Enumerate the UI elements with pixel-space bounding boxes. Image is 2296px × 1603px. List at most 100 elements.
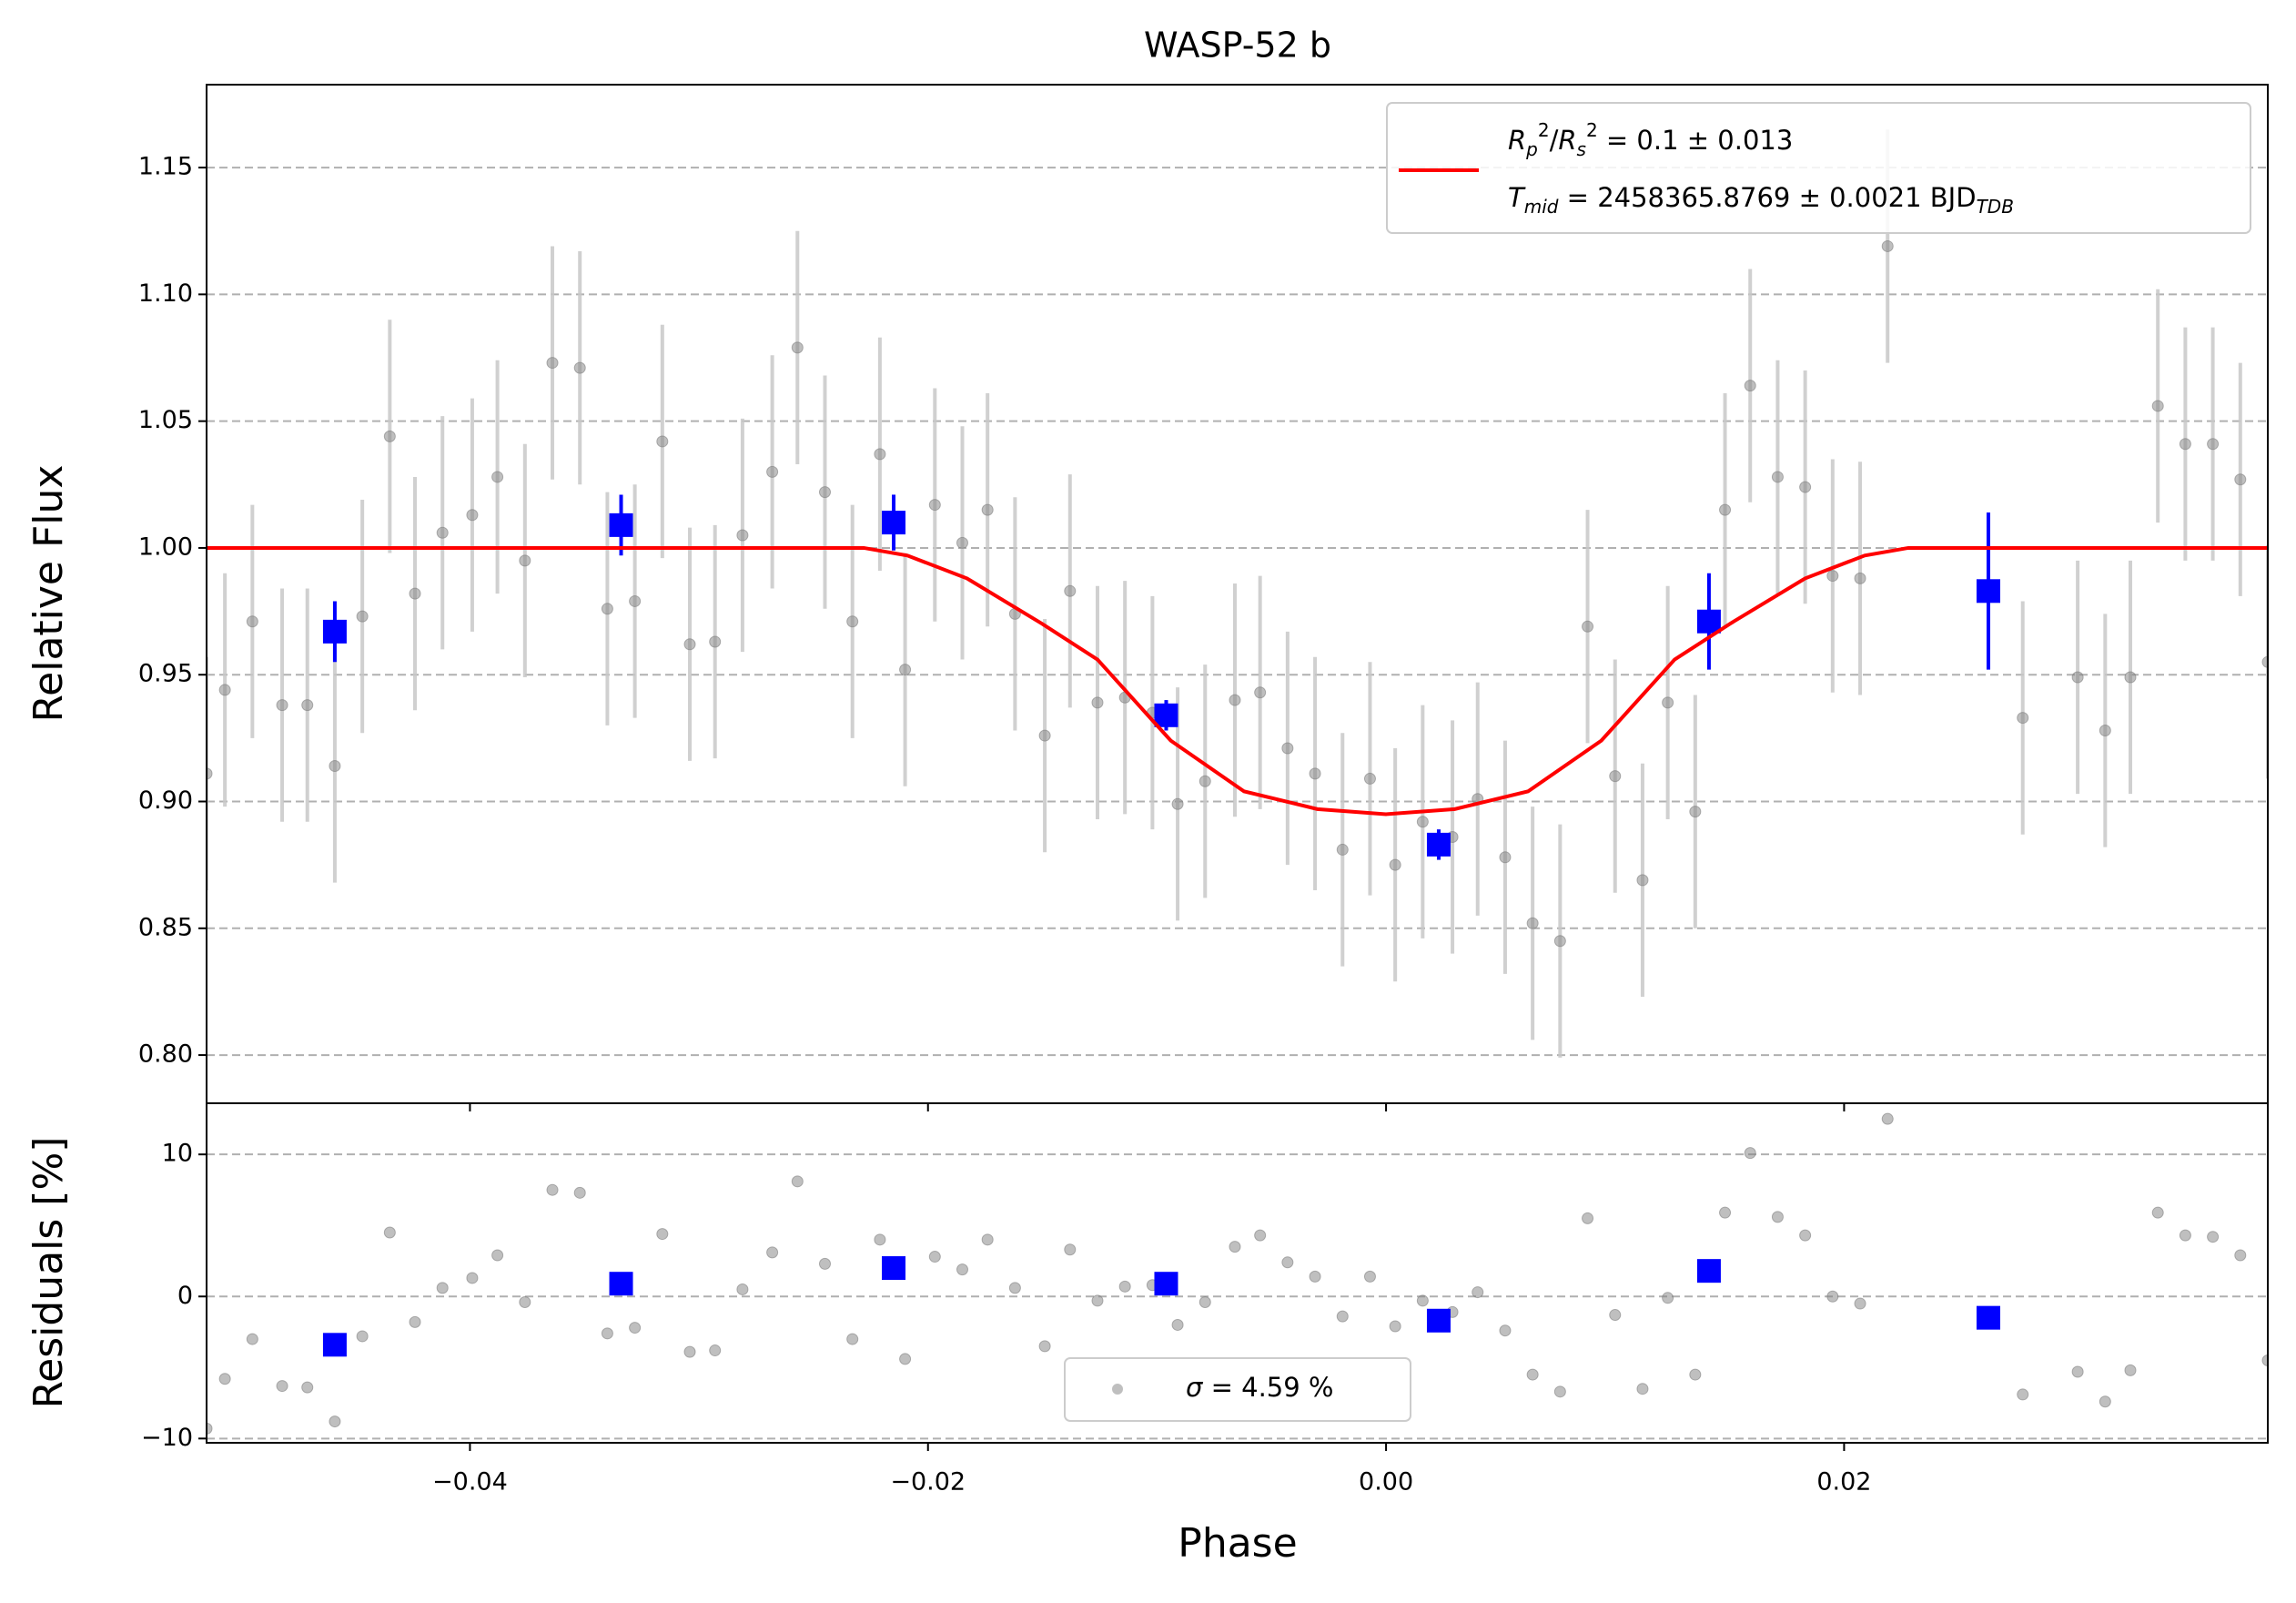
- data-point: [573, 1186, 586, 1199]
- data-point: [1336, 843, 1349, 856]
- y-axis-label: Residuals [%]: [25, 1137, 72, 1409]
- data-point: [436, 1282, 449, 1294]
- data-point: [329, 1415, 341, 1428]
- data-point: [1472, 1286, 1484, 1299]
- binned-point: [1154, 703, 1178, 727]
- data-point: [2017, 712, 2029, 725]
- data-point: [846, 615, 859, 628]
- data-point: [329, 760, 341, 773]
- y-tick-label: 0.90: [138, 786, 193, 815]
- data-point: [766, 1246, 779, 1259]
- data-point: [246, 1333, 258, 1345]
- data-point: [1008, 1282, 1021, 1294]
- y-tick-label: 0.95: [138, 660, 193, 688]
- data-point: [2151, 400, 2164, 412]
- data-point: [766, 465, 779, 478]
- data-point: [383, 1226, 396, 1239]
- y-tick-label: 1.10: [138, 279, 193, 308]
- data-point: [1281, 742, 1294, 755]
- data-point: [356, 1330, 369, 1343]
- legend-text: Rp2/Rs2 = 0.1 ± 0.013: [1508, 119, 1793, 160]
- axes-frame: [206, 1102, 2269, 1444]
- data-point: [1038, 729, 1051, 742]
- data-point: [2234, 1249, 2247, 1262]
- model-line: [207, 545, 2268, 817]
- chart-title: WASP-52 b: [1144, 25, 1331, 66]
- legend-text: σ = 4.59 %: [1186, 1372, 1333, 1403]
- legend-text-part: = 4.59 %: [1202, 1372, 1333, 1403]
- data-point: [1854, 572, 1866, 584]
- binned-point: [322, 1333, 347, 1357]
- data-point: [1609, 1309, 1622, 1322]
- data-point: [546, 357, 559, 370]
- x-axis-label: Phase: [1178, 1520, 1297, 1567]
- data-point: [1091, 696, 1104, 709]
- data-point: [601, 603, 613, 615]
- y-axis-label: Relative Flux: [25, 465, 72, 723]
- binned-point: [1976, 1305, 2000, 1330]
- data-point: [601, 1327, 613, 1340]
- data-point: [736, 1283, 749, 1295]
- data-point: [899, 1353, 912, 1365]
- binned-point: [609, 1272, 633, 1296]
- data-point: [491, 1249, 504, 1262]
- data-point: [1118, 1280, 1131, 1293]
- plot-area: [207, 129, 2268, 1058]
- data-point: [1309, 1270, 1321, 1283]
- data-point: [1662, 1292, 1674, 1304]
- y-tick-label: 1.05: [138, 406, 193, 434]
- legend-text-part: R: [1558, 125, 1576, 156]
- data-point: [409, 587, 421, 600]
- data-point: [276, 699, 288, 712]
- binned-point: [1426, 832, 1451, 857]
- data-point: [1799, 481, 1812, 493]
- data-point: [1254, 686, 1267, 699]
- data-point: [736, 529, 749, 542]
- legend-text-part: = 0.1 ± 0.013: [1598, 125, 1794, 156]
- data-point: [1526, 917, 1539, 929]
- data-point: [2207, 1231, 2220, 1243]
- data-point: [2099, 1395, 2111, 1408]
- data-point: [546, 1183, 559, 1196]
- data-point: [683, 638, 696, 651]
- data-point: [1363, 772, 1376, 785]
- data-point: [1771, 471, 1784, 483]
- data-point: [1363, 1270, 1376, 1283]
- data-point: [956, 536, 968, 549]
- y-tick-label: 0: [177, 1282, 193, 1310]
- data-point: [1416, 816, 1429, 828]
- x-tick-label: −0.04: [432, 1468, 508, 1496]
- data-point: [383, 430, 396, 442]
- legend-text-part: mid: [1524, 196, 1559, 218]
- data-point: [1199, 775, 1211, 787]
- x-tick-label: 0.02: [1816, 1468, 1871, 1496]
- data-point: [1553, 1385, 1566, 1398]
- data-point: [1881, 239, 1894, 252]
- binned-point: [1976, 579, 2000, 604]
- data-point: [629, 594, 642, 607]
- data-point: [1336, 1310, 1349, 1323]
- data-point: [874, 1233, 886, 1246]
- data-point: [246, 615, 258, 628]
- data-point: [1582, 620, 1594, 633]
- data-point: [846, 1333, 859, 1345]
- data-point: [1553, 935, 1566, 948]
- legend-text-part: T: [1508, 182, 1526, 213]
- data-point: [1416, 1294, 1429, 1307]
- data-point: [301, 1381, 314, 1394]
- binned-point: [882, 511, 905, 535]
- data-point: [1636, 1383, 1649, 1395]
- data-point: [2179, 1229, 2191, 1242]
- plot-area: [207, 1112, 2268, 1435]
- data-point: [2071, 671, 2084, 684]
- data-point: [1309, 767, 1321, 780]
- data-point: [1719, 1206, 1732, 1219]
- data-point: [1499, 851, 1512, 864]
- legend-text-part: 2: [1538, 119, 1550, 141]
- data-point: [2151, 1206, 2164, 1219]
- data-point: [1744, 1147, 1756, 1160]
- data-point: [1229, 694, 1241, 706]
- data-point: [1826, 1290, 1839, 1303]
- y-tick-label: −10: [141, 1424, 193, 1452]
